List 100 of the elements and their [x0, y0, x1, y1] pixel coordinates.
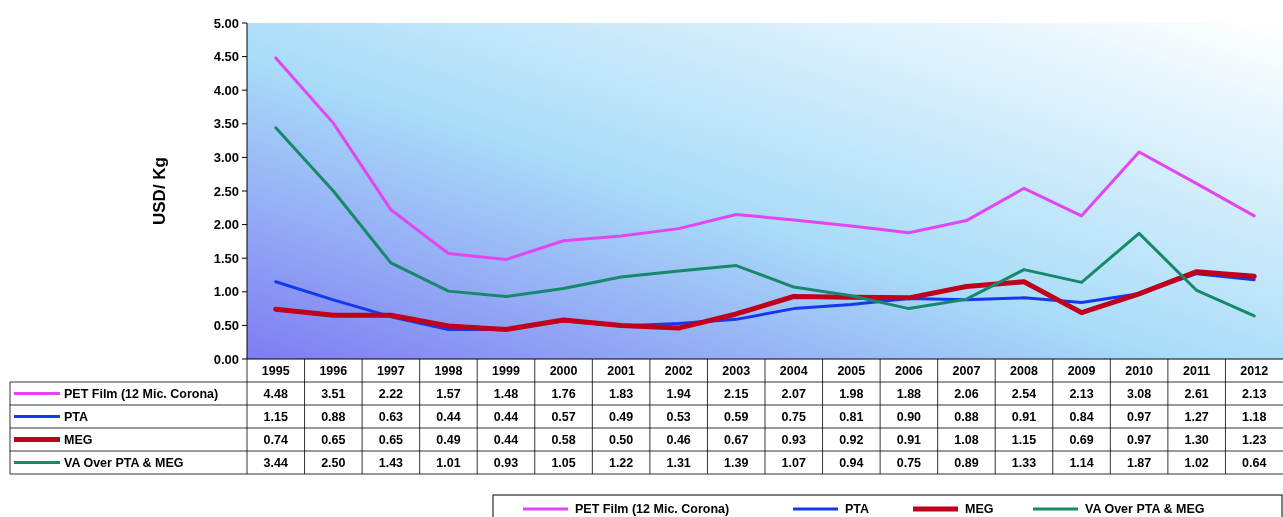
data-label: 0.97 — [1126, 409, 1152, 424]
y-axis-title: USD/ Kg — [150, 157, 169, 225]
data-label: 2.15 — [724, 386, 749, 401]
data-label: 2.61 — [1184, 386, 1209, 401]
data-label: 2.50 — [321, 455, 346, 470]
x-tick-label: 2001 — [607, 363, 636, 378]
data-label: 0.69 — [1069, 432, 1094, 447]
data-label: 1.83 — [608, 386, 634, 401]
data-label: 0.64 — [1242, 455, 1267, 470]
data-label: 2.06 — [954, 386, 979, 401]
x-tick-label: 2011 — [1183, 363, 1211, 378]
data-label: 0.65 — [321, 432, 346, 447]
text: PET Film (12 Mic. Corona) — [575, 502, 730, 517]
y-tick-label: 0.50 — [213, 317, 239, 333]
data-label: 0.81 — [839, 409, 864, 424]
y-tick-label: 4.50 — [213, 49, 239, 65]
data-label: 0.57 — [551, 409, 576, 424]
data-label: 1.15 — [1011, 432, 1037, 447]
data-label: 0.63 — [378, 409, 404, 424]
y-tick-label: 3.50 — [213, 116, 239, 132]
y-tick-label: 5.00 — [213, 15, 239, 31]
x-tick-label: 1999 — [492, 363, 520, 378]
data-label: 0.88 — [321, 409, 346, 424]
x-tick-label: 2006 — [894, 363, 923, 378]
data-label: 0.67 — [724, 432, 749, 447]
data-label: 1.98 — [839, 386, 864, 401]
data-label: 0.93 — [781, 432, 806, 447]
data-label: 3.08 — [1126, 386, 1152, 401]
data-label: 0.44 — [436, 409, 461, 424]
data-label: 0.75 — [781, 409, 806, 424]
x-tick-label: 2008 — [1010, 363, 1038, 378]
data-label: 2.07 — [781, 386, 806, 401]
data-label: 0.97 — [1126, 432, 1152, 447]
data-label: 2.22 — [378, 386, 404, 401]
data-label: 0.50 — [608, 432, 634, 447]
data-label: 1.94 — [666, 386, 691, 401]
data-label: 1.88 — [896, 386, 922, 401]
x-tick-label: 1998 — [434, 363, 463, 378]
data-label: 1.76 — [551, 386, 576, 401]
data-label: 1.14 — [1069, 455, 1094, 470]
text: MEG — [64, 432, 93, 447]
data-label: 1.05 — [551, 455, 576, 470]
data-label: 0.92 — [839, 432, 864, 447]
data-label: 1.31 — [666, 455, 691, 470]
data-label: 1.01 — [436, 455, 461, 470]
data-label: 1.43 — [378, 455, 404, 470]
data-label: 0.91 — [1011, 409, 1037, 424]
legend-label: VA Over PTA & MEG — [64, 455, 184, 470]
data-label: 1.18 — [1242, 409, 1267, 424]
data-label: 0.74 — [263, 432, 288, 447]
data-label: 1.48 — [493, 386, 519, 401]
line-series — [274, 56, 1256, 262]
data-label: 0.91 — [896, 432, 922, 447]
data-label: 0.44 — [493, 409, 519, 424]
legend-label: MEG — [965, 502, 994, 517]
legend-label: PET Film (12 Mic. Corona) — [64, 386, 219, 401]
text: PTA — [64, 409, 89, 424]
data-label: 1.15 — [263, 409, 288, 424]
data-label: 1.02 — [1184, 455, 1209, 470]
data-label: 1.30 — [1184, 432, 1209, 447]
text: VA Over PTA & MEG — [1085, 502, 1205, 517]
y-tick-label: 1.50 — [213, 250, 239, 266]
x-tick-label: 1997 — [376, 363, 405, 378]
data-label: 0.49 — [436, 432, 461, 447]
x-tick-label: 2002 — [664, 363, 693, 378]
x-tick-label: 2004 — [779, 363, 808, 378]
data-label: 1.87 — [1126, 455, 1152, 470]
data-label: 0.59 — [724, 409, 749, 424]
x-tick-label: 2007 — [952, 363, 981, 378]
data-label: 1.23 — [1242, 432, 1267, 447]
legend-label: PTA — [845, 502, 870, 517]
y-tick-label: 3.00 — [213, 149, 239, 165]
data-label: 1.07 — [781, 455, 806, 470]
x-tick-label: 1996 — [319, 363, 348, 378]
x-tick-label: 2005 — [837, 363, 866, 378]
y-tick-label: 0.00 — [213, 351, 239, 367]
data-label: 4.48 — [263, 386, 288, 401]
x-tick-label: 2012 — [1240, 363, 1269, 378]
y-tick-label: 2.50 — [213, 183, 239, 199]
line-series — [274, 126, 1256, 318]
y-tick-label: 4.00 — [213, 82, 239, 98]
data-label: 2.54 — [1011, 386, 1037, 401]
data-label: 0.53 — [666, 409, 691, 424]
y-tick-label: 2.00 — [213, 217, 239, 233]
x-tick-label: 2000 — [549, 363, 578, 378]
data-label: 0.84 — [1069, 409, 1094, 424]
x-tick-label: 2009 — [1067, 363, 1096, 378]
x-tick-label: 2010 — [1125, 363, 1154, 378]
data-label: 0.89 — [954, 455, 979, 470]
data-label: 1.08 — [954, 432, 979, 447]
data-label: 1.57 — [436, 386, 461, 401]
data-label: 3.44 — [263, 455, 288, 470]
x-tick-label: 1995 — [261, 363, 290, 378]
data-label: 0.44 — [493, 432, 519, 447]
data-label: 0.90 — [896, 409, 922, 424]
data-label: 0.93 — [493, 455, 519, 470]
data-label: 0.75 — [896, 455, 922, 470]
data-label: 1.22 — [608, 455, 634, 470]
data-label: 2.13 — [1069, 386, 1094, 401]
data-label: 0.88 — [954, 409, 979, 424]
